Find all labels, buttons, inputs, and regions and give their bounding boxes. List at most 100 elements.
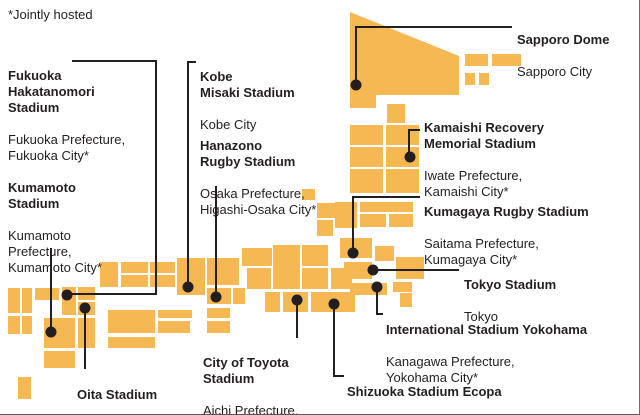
stadium-name: Kamaishi Recovery Memorial Stadium	[424, 120, 544, 151]
map-block	[331, 268, 352, 289]
stadium-location: Saitama Prefecture, Kumagaya City*	[424, 236, 539, 267]
label-kobe-misaki-stadium: Kobe Misaki Stadium Kobe City	[200, 53, 295, 149]
stadium-location: Kanagawa Prefecture, Yokohama City*	[386, 354, 515, 385]
stadium-name: Kumagaya Rugby Stadium	[424, 204, 589, 219]
map-block	[207, 308, 230, 318]
map-block	[158, 321, 190, 333]
map-block	[386, 125, 419, 145]
stadium-location: Osaka Prefecture, Higashi-Osaka City*	[200, 186, 317, 217]
stadium-name: City of Toyota Stadium	[203, 355, 289, 386]
map-block	[492, 54, 521, 66]
map-block	[265, 292, 280, 312]
map-block	[350, 125, 383, 145]
stadium-name: Fukuoka Hakatanomori Stadium	[8, 68, 95, 115]
stadium-name: Kumamoto Stadium	[8, 180, 76, 211]
map-block	[78, 318, 95, 348]
map-block	[18, 377, 31, 399]
map-block	[121, 262, 148, 273]
stadium-name: Sapporo Dome	[517, 32, 610, 47]
stadium-location: Kumamoto Prefecture, Kumamoto City*	[8, 228, 102, 275]
stadium-name: Shizuoka Stadium Ecopa	[347, 384, 502, 399]
map-block	[100, 262, 118, 287]
map-block	[273, 245, 300, 289]
map-block	[302, 268, 328, 289]
jointly-hosted-note: *Jointly hosted	[8, 7, 93, 22]
venue-dot-hanazono	[210, 291, 222, 303]
map-block	[108, 310, 155, 333]
map-block	[317, 203, 343, 218]
connector-line-kobe	[187, 61, 196, 287]
map-block	[375, 246, 394, 261]
map-block	[393, 282, 412, 292]
map-block	[386, 169, 419, 193]
connector-line-kamaishi	[408, 129, 420, 157]
map-block	[317, 220, 333, 236]
map-block	[150, 275, 175, 287]
label-kumamoto-stadium: Kumamoto Stadium Kumamoto Prefecture, Ku…	[8, 164, 102, 292]
map-block	[350, 147, 383, 167]
map-block	[158, 310, 192, 318]
map-block	[302, 245, 328, 266]
connector-line-fukuoka	[67, 60, 157, 295]
label-kumagaya-rugby-stadium: Kumagaya Rugby Stadium Saitama Prefectur…	[424, 188, 589, 284]
map-block	[360, 202, 413, 212]
map-block	[389, 214, 413, 227]
label-shizuoka-stadium-ecopa: Shizuoka Stadium Ecopa Shizuoka Prefectu…	[347, 368, 502, 414]
map-block	[8, 316, 20, 334]
stadium-name: Tokyo Stadium	[464, 277, 557, 292]
label-sapporo-dome: Sapporo Dome Sapporo City	[517, 16, 609, 96]
venue-dot-toyota	[291, 294, 303, 306]
stadium-location: Aichi Prefecture, Toyota City*	[203, 403, 299, 415]
map-block	[44, 351, 75, 368]
connector-line-sapporo	[355, 26, 512, 85]
venue-dot-kumamoto	[45, 326, 57, 338]
venue-dot-tokyo	[367, 264, 379, 276]
map-block	[302, 189, 315, 200]
map-block	[350, 169, 383, 193]
stadium-name: Oita Stadium	[77, 387, 158, 402]
map-block	[465, 73, 475, 85]
map-block	[360, 214, 386, 227]
connector-line-kumagaya	[352, 196, 420, 253]
venue-dot-sapporo	[350, 79, 362, 91]
stadium-location: Fukuoka Prefecture, Fukuoka City*	[8, 132, 126, 163]
connector-line-yokohama	[376, 287, 383, 315]
venue-dot-oita	[79, 302, 91, 314]
stadium-location: Iwate Prefecture, Kamaishi City*	[424, 168, 523, 199]
map-block	[247, 268, 271, 289]
map-block	[22, 316, 32, 334]
label-fukuoka-hakatanomori-stadium: Fukuoka Hakatanomori Stadium Fukuoka Pre…	[8, 52, 125, 180]
stadium-location: Sapporo City	[517, 64, 593, 79]
map-block	[242, 248, 272, 266]
label-tokyo-stadium: Tokyo Stadium Tokyo	[464, 261, 556, 341]
map-block	[479, 73, 489, 85]
label-hanazono-rugby-stadium: Hanazono Rugby Stadium Osaka Prefecture,…	[200, 122, 316, 234]
map-block	[22, 288, 32, 313]
map-block	[150, 262, 175, 273]
connector-line-shizuoka	[333, 304, 344, 377]
venue-dot-shizuoka	[328, 298, 340, 310]
map-block	[207, 321, 230, 333]
stadium-location: Kobe City	[200, 117, 257, 132]
stadium-name: Kobe Misaki Stadium	[200, 69, 295, 100]
label-kamaishi-recovery-memorial-stadium: Kamaishi Recovery Memorial Stadium Iwate…	[424, 104, 544, 216]
stadium-name: Hanazono Rugby Stadium	[200, 138, 296, 169]
venue-dot-kamaishi	[404, 151, 416, 163]
stadium-location: Tokyo	[464, 309, 498, 324]
map-block	[465, 54, 488, 66]
venue-dot-yokohama	[371, 281, 383, 293]
map-block	[108, 337, 155, 348]
map-block	[387, 104, 405, 123]
map-block	[396, 257, 424, 279]
map-block	[35, 288, 59, 300]
stadium-name: International Stadium Yokohama	[386, 322, 588, 337]
map-block	[233, 288, 245, 304]
venue-dot-kumagaya	[347, 247, 359, 259]
label-oita-stadium: Oita Stadium Oita Prefecture	[77, 371, 164, 414]
map-block	[8, 288, 20, 313]
map-block	[121, 275, 148, 287]
label-international-stadium-yokohama: International Stadium Yokohama Kanagawa …	[386, 306, 587, 402]
map-block-hokkaido	[350, 12, 459, 108]
